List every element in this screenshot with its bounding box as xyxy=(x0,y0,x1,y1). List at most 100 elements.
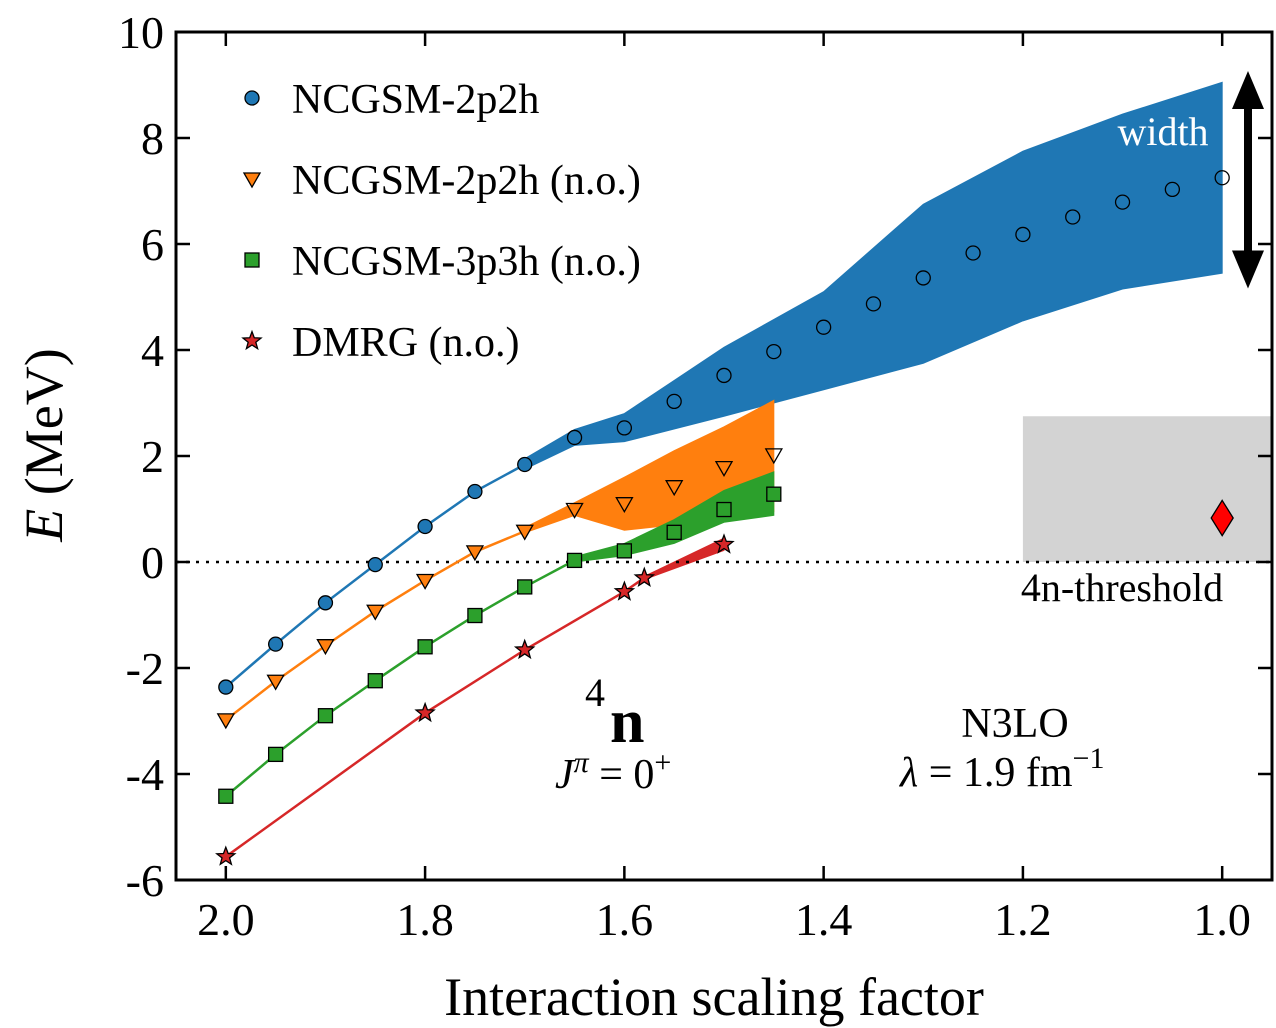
y-tick-label: 0 xyxy=(141,537,164,588)
y-axis-label-symbol: E xyxy=(14,509,74,543)
legend-marker-3 xyxy=(241,329,263,351)
x-tick-label: 1.4 xyxy=(795,894,853,945)
data-point-series-0 xyxy=(1015,226,1031,243)
data-point-series-1 xyxy=(316,639,335,656)
data-point-series-1 xyxy=(415,573,435,590)
jpi-label: Jπ = 0+ xyxy=(555,746,671,798)
legend-label-0: NCGSM-2p2h xyxy=(292,77,539,123)
data-point-series-1 xyxy=(266,674,285,691)
data-point-series-0 xyxy=(965,245,981,261)
data-point-series-1 xyxy=(565,502,584,519)
data-point-series-2 xyxy=(517,579,533,595)
nucleus-symbol: n xyxy=(610,688,644,756)
data-point-series-1 xyxy=(615,497,634,514)
x-tick-label: 1.6 xyxy=(596,894,654,945)
uncertainty-bands xyxy=(524,81,1223,581)
data-point-series-0 xyxy=(417,518,433,535)
x-tick-label: 1.0 xyxy=(1193,894,1251,945)
data-point-series-0 xyxy=(666,393,682,410)
data-point-series-3 xyxy=(414,701,436,723)
data-point-series-1 xyxy=(366,604,385,621)
interaction-name: N3LO xyxy=(961,701,1068,747)
data-point-series-0 xyxy=(815,319,832,335)
series-line-2 xyxy=(225,559,576,798)
data-point-series-0 xyxy=(218,679,234,695)
nucleus-mass-number: 4 xyxy=(585,670,605,715)
threshold-label: 4n-threshold xyxy=(1021,565,1223,610)
band-series-2 xyxy=(574,471,775,563)
tick-layer: 2.0 1.8 1.6 1.4 1.2 1.0 10 8 6 4 2 0 -2 -4 -6 xyxy=(118,7,1272,945)
interaction-annotation: N3LO λ = 1.9 fm−1 xyxy=(898,701,1104,796)
data-point-series-0 xyxy=(566,429,583,446)
data-point-series-1 xyxy=(515,524,534,541)
width-arrow-head-top xyxy=(1232,71,1264,109)
data-point-series-0 xyxy=(1065,209,1081,225)
legend: NCGSM-2p2h NCGSM-2p2h (n.o.) NCGSM-3p3h (n… xyxy=(241,77,641,366)
data-point-series-2 xyxy=(417,639,433,655)
data-point-series-0 xyxy=(1114,194,1131,210)
data-point-series-3 xyxy=(633,566,656,587)
experiment-region xyxy=(1022,416,1271,562)
legend-label-3: DMRG (n.o.) xyxy=(292,320,520,366)
data-point-series-0 xyxy=(517,456,533,473)
data-point-series-2 xyxy=(218,788,234,804)
x-tick-label: 2.0 xyxy=(197,894,255,945)
y-tick-label: 4 xyxy=(141,325,164,376)
data-point-series-0 xyxy=(716,367,732,384)
data-point-series-2 xyxy=(666,524,682,540)
legend-label-1: NCGSM-2p2h (n.o.) xyxy=(292,158,641,204)
y-tick-label: 2 xyxy=(141,431,164,482)
lambda-label: λ = 1.9 fm−1 xyxy=(898,742,1104,796)
data-point-series-0 xyxy=(367,557,383,573)
y-axis-label-unit: (MeV) xyxy=(14,348,74,508)
data-point-series-1 xyxy=(216,713,235,730)
data-point-series-0 xyxy=(1214,170,1230,186)
data-point-series-0 xyxy=(766,343,782,360)
x-axis-label: Interaction scaling factor xyxy=(444,967,984,1027)
data-point-series-0 xyxy=(467,483,483,500)
data-point-series-2 xyxy=(566,552,583,569)
data-point-series-0 xyxy=(317,595,334,611)
data-point-series-0 xyxy=(267,636,284,652)
legend-marker-0 xyxy=(244,90,260,106)
data-point-series-3 xyxy=(613,580,636,601)
data-point-series-2 xyxy=(317,708,334,724)
data-point-series-0 xyxy=(616,420,633,436)
legend-label-2: NCGSM-3p3h (n.o.) xyxy=(292,239,641,285)
nucleus-annotation: 4 n Jπ = 0+ xyxy=(555,670,671,798)
data-point-series-0 xyxy=(865,296,882,312)
data-point-series-2 xyxy=(267,746,284,763)
width-arrow-head-bottom xyxy=(1232,250,1264,289)
y-tick-label: 6 xyxy=(141,219,164,270)
data-point-series-0 xyxy=(1164,181,1181,198)
legend-marker-1 xyxy=(242,172,262,189)
y-axis-label: E (MeV) xyxy=(14,348,74,542)
data-point-series-2 xyxy=(766,486,782,502)
y-tick-label: -2 xyxy=(126,643,164,694)
width-annotation: width xyxy=(1117,71,1264,289)
data-point-series-3 xyxy=(713,533,735,554)
data-point-series-1 xyxy=(764,448,783,465)
series-layer xyxy=(215,170,1234,866)
x-tick-label: 1.2 xyxy=(994,894,1052,945)
x-tick-label: 1.8 xyxy=(396,894,454,945)
experiment-box xyxy=(1022,416,1271,562)
width-label: width xyxy=(1117,109,1208,154)
y-tick-label: 10 xyxy=(118,7,164,58)
data-point-series-2 xyxy=(716,501,732,518)
data-point-series-0 xyxy=(915,270,931,286)
y-tick-label: -4 xyxy=(126,749,164,800)
data-point-series-3 xyxy=(215,845,237,866)
data-point-series-1 xyxy=(714,460,734,478)
band-series-0 xyxy=(524,81,1223,471)
data-point-series-2 xyxy=(367,673,383,689)
experiment-point xyxy=(1210,499,1234,537)
data-point-series-2 xyxy=(467,607,483,624)
data-point-series-1 xyxy=(465,545,485,562)
data-point-series-1 xyxy=(665,480,684,497)
y-tick-label: 8 xyxy=(141,113,164,164)
data-point-series-3 xyxy=(513,638,536,660)
legend-marker-2 xyxy=(244,252,260,268)
data-point-series-2 xyxy=(616,543,633,559)
